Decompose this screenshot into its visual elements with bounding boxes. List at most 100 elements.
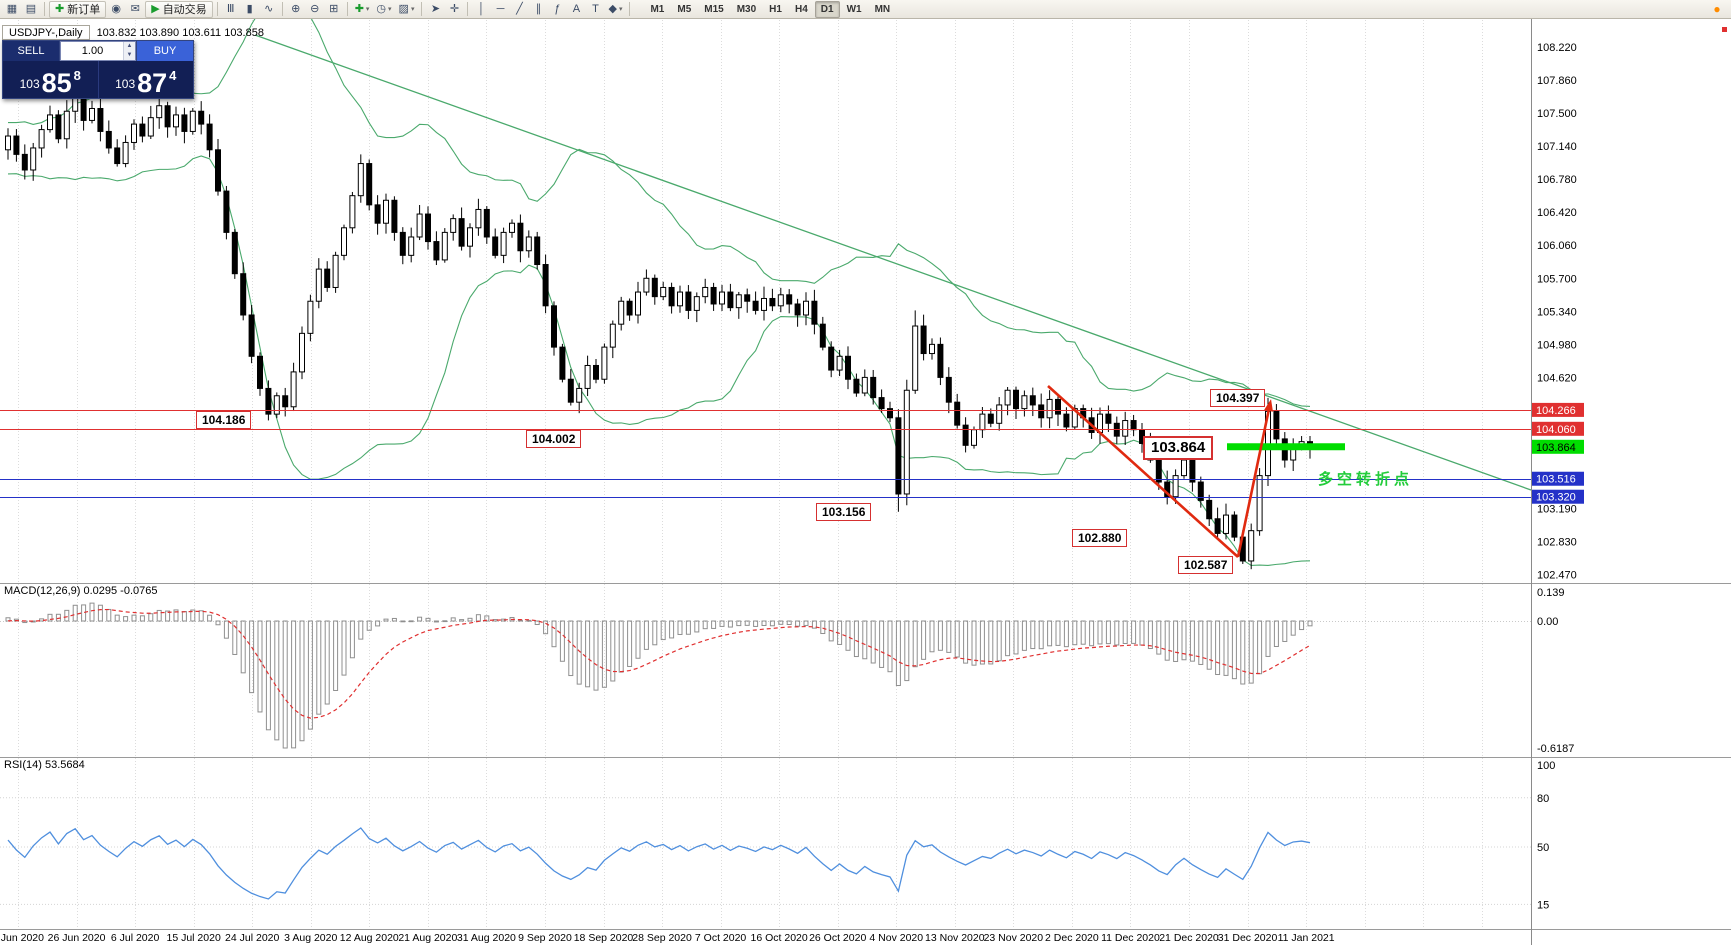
buy-price[interactable]: 103 87 4 xyxy=(99,61,194,98)
chevron-down-icon: ▾ xyxy=(410,6,415,13)
candlestick-chart-icon[interactable]: ▮ xyxy=(241,1,259,18)
timeframe-m15[interactable]: M15 xyxy=(704,3,724,15)
sell-button[interactable]: SELL xyxy=(3,41,60,61)
price-axis-label: 105.340 xyxy=(1537,306,1577,318)
price-axis-label: 104.620 xyxy=(1537,372,1577,384)
price-tag xyxy=(1532,489,1584,504)
date-axis-label: 31 Aug 2020 xyxy=(457,932,516,944)
auto-trading-button[interactable]: ▶ 自动交易 xyxy=(145,0,213,18)
date-axis-label: 6 Jul 2020 xyxy=(111,932,160,944)
date-axis-label: 23 Nov 2020 xyxy=(984,932,1044,944)
fibonacci-icon[interactable]: ƒ xyxy=(548,1,566,18)
up-swing-arrow[interactable] xyxy=(1236,403,1272,558)
chevron-down-icon: ▾ xyxy=(618,6,623,13)
indicators-icon[interactable]: ✚ ▾ xyxy=(352,1,373,18)
date-axis-label: 2 Dec 2020 xyxy=(1045,932,1099,944)
text-icon: A xyxy=(572,2,581,15)
date-axis-label: 18 Sep 2020 xyxy=(574,932,634,944)
crosshair-icon[interactable]: ✛ xyxy=(445,1,463,18)
auto-trading-button-label: 自动交易 xyxy=(162,4,207,16)
price-callout[interactable]: 104.397 xyxy=(1210,389,1266,408)
timeframe-group: M1 M5 M15 M30 H1 H4 D1 W1 MN xyxy=(644,0,896,18)
price-callout[interactable]: 104.186 xyxy=(196,411,252,430)
line-chart-icon[interactable]: ∿ xyxy=(260,1,278,18)
timeframe-mn[interactable]: MN xyxy=(874,3,891,15)
cursor-icon[interactable]: ➤ xyxy=(426,1,444,18)
status-alert-icon[interactable]: ● xyxy=(1713,2,1721,16)
timeframe-m5[interactable]: M5 xyxy=(677,3,692,15)
channel-icon[interactable]: ∥ xyxy=(529,1,547,18)
notifications-icon[interactable]: ✉ xyxy=(126,1,144,18)
buy-price-big: 87 xyxy=(137,68,168,99)
charts-icon: ▦ xyxy=(6,2,18,15)
descending-trendline[interactable] xyxy=(254,34,1532,491)
profiles-icon[interactable]: ▤ xyxy=(22,1,40,18)
buy-price-sup: 4 xyxy=(169,68,177,83)
buy-price-prefix: 103 xyxy=(115,77,136,91)
timeframe-m1[interactable]: M1 xyxy=(650,3,665,15)
new-order-icon: ✚ xyxy=(55,2,65,15)
zoom-in-icon[interactable]: ⊕ xyxy=(287,1,305,18)
templates-icon[interactable]: ▨ ▾ xyxy=(396,1,418,18)
timeframe-h4[interactable]: H4 xyxy=(794,3,808,15)
price-axis-label: 107.140 xyxy=(1537,141,1577,153)
shapes-icon[interactable]: ◆ ▾ xyxy=(605,1,625,18)
price-tag-label: 103.516 xyxy=(1536,474,1576,486)
price-callout[interactable]: 102.880 xyxy=(1072,529,1128,548)
shapes-icon: ◆ xyxy=(608,2,617,15)
timeframe-d1[interactable]: D1 xyxy=(814,0,840,18)
price-axis-label: 104.980 xyxy=(1537,339,1577,351)
periods-icon[interactable]: ◷ ▾ xyxy=(373,1,394,18)
tile-windows-icon[interactable]: ⊞ xyxy=(325,1,343,18)
toolbar-separator xyxy=(421,2,423,16)
volume-spinner: ▲ ▼ xyxy=(123,42,135,60)
date-axis-label: 7 Oct 2020 xyxy=(695,932,747,944)
tile-windows-icon: ⊞ xyxy=(329,2,339,15)
price-tag-label: 103.320 xyxy=(1536,492,1576,504)
zoom-out-icon[interactable]: ⊖ xyxy=(306,1,324,18)
rsi-axis-label: 80 xyxy=(1537,793,1549,805)
timeframe-w1[interactable]: W1 xyxy=(846,3,862,15)
date-axis-label: 21 Dec 2020 xyxy=(1159,932,1219,944)
trendline-icon[interactable]: ╱ xyxy=(510,1,528,18)
chart-tab[interactable]: USDJPY-,Daily xyxy=(2,25,90,40)
turning-point-annotation[interactable]: 多空转折点 xyxy=(1318,471,1414,488)
price-callout[interactable]: 102.587 xyxy=(1178,556,1234,575)
fibonacci-icon: ƒ xyxy=(554,2,561,15)
horizontal-line-icon[interactable]: ─ xyxy=(491,1,509,18)
volume-input[interactable] xyxy=(61,42,135,60)
ohlc-bars-icon[interactable]: Ⅲ xyxy=(222,1,240,18)
new-order-button-label: 新订单 xyxy=(67,4,101,16)
price-axis-label: 102.470 xyxy=(1537,570,1577,582)
price-callout[interactable]: 104.002 xyxy=(526,430,582,449)
price-callout[interactable]: 103.156 xyxy=(816,503,872,522)
timeframe-m30[interactable]: M30 xyxy=(736,3,757,15)
sell-price-big: 85 xyxy=(41,68,72,99)
funds-icon[interactable]: ◉ xyxy=(107,1,125,18)
price-tag xyxy=(1532,439,1584,454)
buy-button[interactable]: BUY xyxy=(136,41,193,61)
charts-icon[interactable]: ▦ xyxy=(3,1,21,18)
sell-price-sup: 8 xyxy=(73,68,81,83)
price-tag xyxy=(1532,402,1584,417)
price-callout[interactable]: 103.864 xyxy=(1143,436,1214,460)
sell-price[interactable]: 103 85 8 xyxy=(3,61,99,98)
macd-axis-label: -0.6187 xyxy=(1537,743,1574,755)
volume-up-icon[interactable]: ▲ xyxy=(124,42,135,51)
new-order-button[interactable]: ✚ 新订单 xyxy=(49,0,107,18)
timeframe-h1[interactable]: H1 xyxy=(769,3,782,15)
text-label-icon[interactable]: T xyxy=(586,1,604,18)
date-axis-label: 7 Jun 2020 xyxy=(0,932,44,944)
price-axis-label: 106.420 xyxy=(1537,207,1577,219)
date-axis-label: 26 Oct 2020 xyxy=(809,932,866,944)
macd-axis-label: 0.00 xyxy=(1537,616,1558,628)
text-icon[interactable]: A xyxy=(567,1,585,18)
down-swing-line[interactable] xyxy=(1047,385,1239,558)
ohlc-bars-icon: Ⅲ xyxy=(226,2,235,15)
vertical-line-icon: │ xyxy=(478,2,485,15)
vertical-line-icon[interactable]: │ xyxy=(472,1,490,18)
periods-icon: ◷ xyxy=(376,2,387,15)
volume-down-icon[interactable]: ▼ xyxy=(124,51,135,60)
